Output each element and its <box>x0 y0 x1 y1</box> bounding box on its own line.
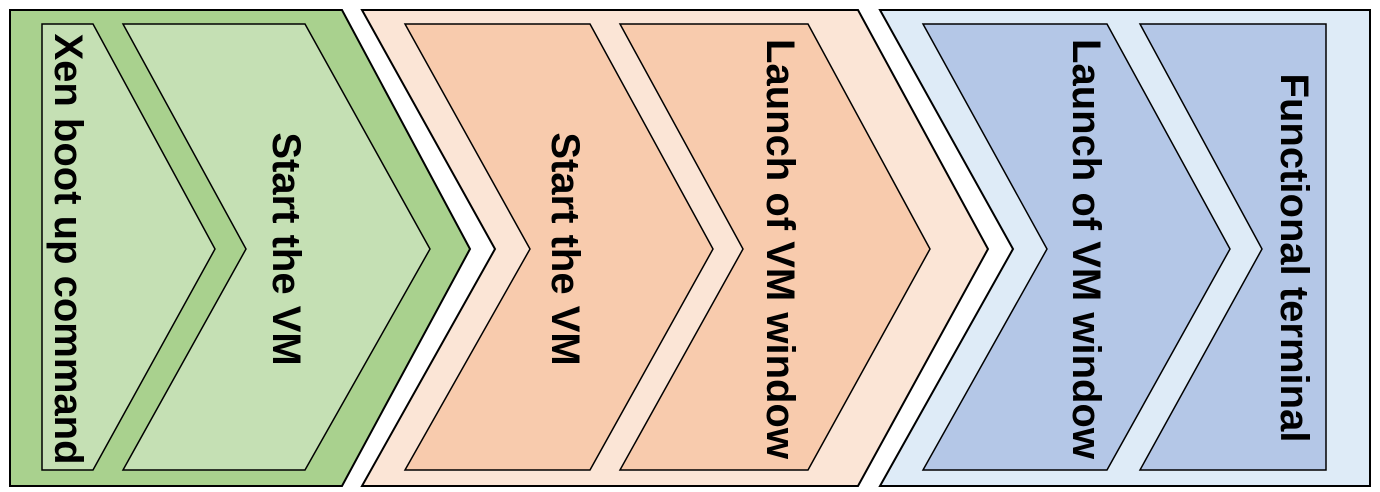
stage-3: Launch of VM window Functional terminal <box>878 9 1371 487</box>
stage-3-step-2-label: Functional terminal <box>1272 74 1316 443</box>
stage-2-step-1-label: Start the VM <box>543 132 587 365</box>
stage-1-step-2-chevron <box>121 23 431 471</box>
stage-2: Start the VM Launch of VM window <box>360 9 990 487</box>
stage-3-step-1-chevron <box>921 23 1231 471</box>
stage-1-step-1-chevron <box>41 23 216 471</box>
stage-2-step-2-chevron <box>618 23 931 471</box>
stage-2-step-2-label: Launch of VM window <box>758 39 802 460</box>
stage-3-step-1-label: Launch of VM window <box>1064 39 1108 460</box>
stage-2-step-1-chevron <box>403 23 714 471</box>
stage-3-step-2-chevron <box>1138 23 1327 471</box>
stage-1-step-1-label: Xen boot up command <box>46 33 90 464</box>
stage-1-step-2-label: Start the VM <box>264 132 308 365</box>
stage-1: Xen boot up command Start the VM <box>9 9 472 487</box>
